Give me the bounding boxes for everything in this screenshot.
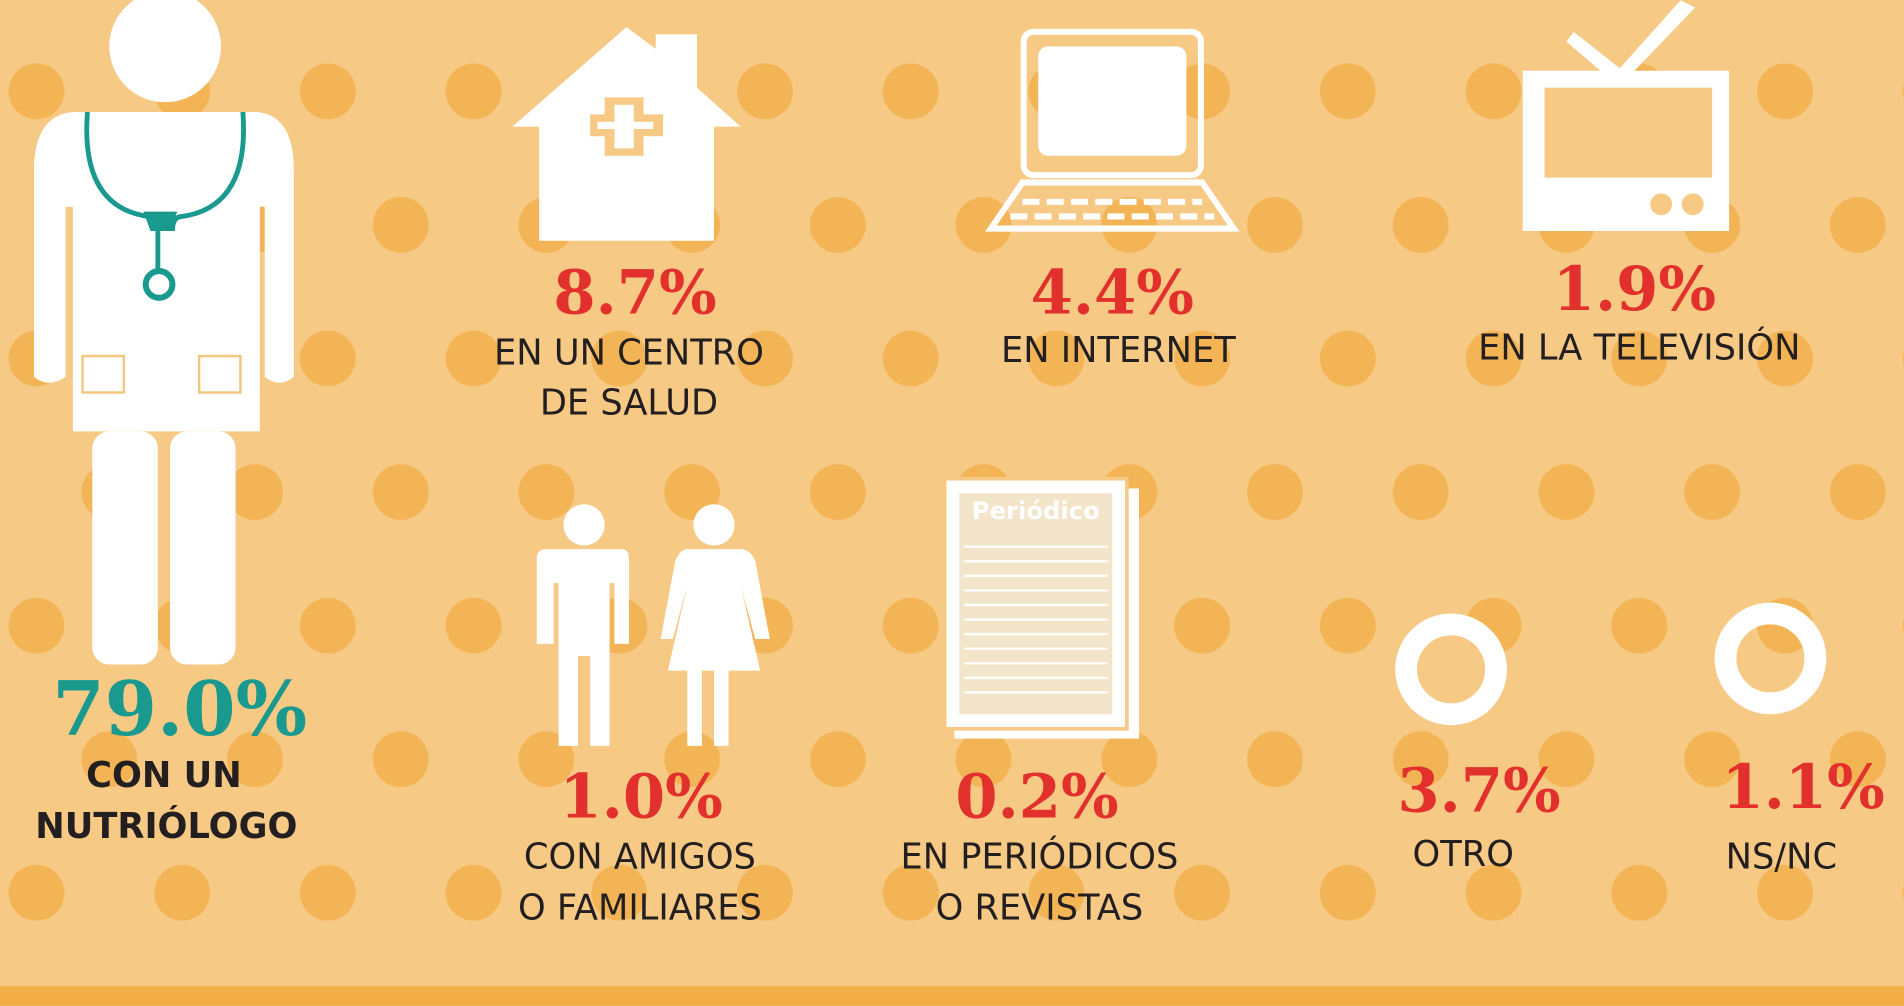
label: OTRO [1413, 834, 1514, 875]
tv-icon [1522, 0, 1730, 231]
doctor-icon [34, 0, 294, 665]
percentage: 1.9% [1553, 254, 1716, 325]
newspaper-icon: Periódico [942, 476, 1139, 739]
percentage: 79.0% [52, 664, 307, 753]
label: EN INTERNET [1001, 330, 1236, 371]
bottom-bar [0, 986, 1904, 1006]
label: O FAMILIARES [518, 888, 762, 929]
label: CON UN [86, 755, 242, 796]
computer-icon [985, 28, 1240, 232]
label: NS/NC [1726, 837, 1837, 878]
percentage: 0.2% [955, 762, 1118, 833]
label: EN LA TELEVISIÓN [1478, 327, 1800, 369]
label: NUTRIÓLOGO [35, 805, 297, 847]
label: O REVISTAS [936, 888, 1144, 929]
percentage: 1.0% [559, 762, 722, 833]
label: EN UN CENTRO [494, 333, 764, 374]
percentage: 8.7% [553, 258, 716, 329]
other-icon [1395, 613, 1507, 726]
label: EN PERIÓDICOS [900, 836, 1178, 878]
health-center-icon [512, 27, 741, 241]
percentage: 3.7% [1397, 755, 1560, 826]
newspaper-title: Periódico [972, 496, 1100, 525]
label: CON AMIGOS [524, 837, 756, 878]
people-icon [536, 504, 770, 746]
percentage: 4.4% [1031, 258, 1194, 329]
nsnc-icon [1714, 602, 1827, 715]
label: DE SALUD [540, 382, 718, 423]
percentage: 1.1% [1722, 752, 1885, 823]
